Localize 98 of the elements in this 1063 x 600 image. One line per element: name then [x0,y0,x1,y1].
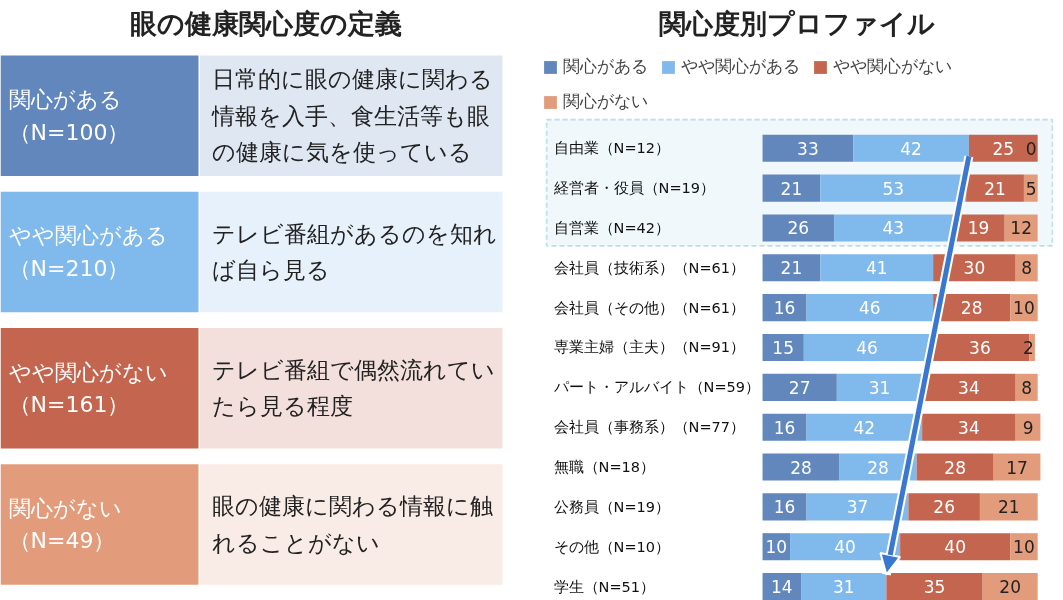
data-label: 28 [867,457,889,478]
data-label: 53 [882,178,905,199]
y-tick-label: 自由業（N=12） [553,140,671,157]
bar [886,573,983,600]
category-label: 関心がない（N=49） [8,495,122,554]
y-tick-label: 公務員（N=19） [553,498,671,515]
category-label: 関心がある（N=100） [8,87,130,145]
data-label: 31 [868,377,891,398]
bar [1004,214,1038,242]
data-label: 26 [933,497,955,518]
text: テレビ番組があるのを知れば自ら見る [211,220,497,284]
data-label: 21 [997,497,1020,518]
data-label: 16 [773,417,796,438]
data-label: 28 [960,298,983,319]
bar [966,174,1024,202]
data-label: 0 [1025,138,1037,159]
data-label: 40 [834,537,856,558]
data-label: 10 [1013,537,1035,558]
y-tick-label: パート・アルバイト（N=59） [552,379,761,396]
bar [820,174,967,202]
category-label: やや関心がある（N=210） [8,223,168,281]
data-label: 46 [859,298,881,319]
bar [806,294,934,322]
bar [762,214,835,242]
data-label: 8 [1021,377,1033,398]
data-label: 16 [773,298,796,319]
y-tick-label: 自営業（N=42） [553,219,671,236]
legend-label: やや関心がない [833,55,952,78]
y-tick-label: 会社員（その他）（N=61） [553,299,746,316]
data-label: 33 [797,138,819,159]
data-label: 21 [984,178,1006,199]
data-label: 17 [1006,457,1028,478]
data-label: 34 [958,377,980,398]
data-label: 40 [944,537,966,558]
data-label: 19 [967,218,990,239]
bar [836,373,923,401]
data-label: 26 [787,218,810,239]
text: テレビ番組で偶然流れていたら見る程度 [211,357,495,420]
data-label: 42 [900,138,922,159]
data-label: 9 [1022,417,1034,438]
data-label: 46 [856,338,878,358]
legend-label: 関心がある [563,55,648,78]
bar [762,373,837,401]
legend-label: 関心がない [563,90,648,113]
legend-label: やや関心がある [681,55,800,78]
data-label: 12 [1010,218,1032,239]
data-label: 42 [853,417,876,438]
bar [762,174,821,202]
data-label: 37 [846,497,869,518]
data-label: 5 [1025,178,1037,199]
data-label: 34 [958,417,980,438]
bar [982,573,1038,600]
bar [803,333,931,362]
bar [922,413,1016,441]
data-label: 20 [999,577,1021,598]
data-label: 28 [944,457,966,478]
y-tick-label: その他（N=10） [553,538,671,555]
text: 眼の健康に関わる情報に触れることがない [211,493,493,556]
text: 眼の健康関心度の定義 [129,7,402,39]
data-label: 21 [780,178,803,199]
y-tick-label: 会社員（事務系）（N=77） [553,419,746,436]
data-label: 30 [963,258,986,279]
bar [820,254,934,282]
data-label: 43 [882,218,905,239]
bar [908,493,980,521]
data-label: 2 [1022,338,1034,358]
bar [993,453,1041,481]
bar [916,453,994,481]
bar [762,134,854,162]
data-label: 14 [770,577,793,598]
data-label: 41 [865,258,888,279]
y-tick-label: 経営者・役員（N=19） [552,180,716,197]
text: 日常的に眼の健康に関わる情報を入手、食生活等も眼の健康に気を使っている [210,66,493,166]
data-label: 15 [772,338,794,358]
y-tick-label: 会社員（技術系）（N=61） [553,259,746,276]
bar [853,134,969,162]
data-label: 35 [923,577,946,598]
y-tick-label: 無職（N=18） [553,459,656,476]
data-label: 25 [992,138,1015,159]
data-label: 8 [1021,258,1033,279]
data-label: 36 [969,338,991,358]
data-label: 21 [780,258,803,279]
category-label: やや関心がない（N=161） [8,359,168,418]
data-label: 10 [1013,298,1035,319]
data-label: 16 [773,497,796,518]
data-label: 10 [765,537,788,558]
y-tick-label: 専業主婦（主夫）（N=91） [553,339,746,356]
bar [900,533,1011,561]
bar [762,453,840,481]
bar [762,254,821,282]
data-label: 31 [832,577,855,598]
chart-title: 関心度別プロファイル [659,7,935,39]
bar [979,493,1038,521]
y-tick-label: 学生（N=51） [553,578,656,595]
data-label: 28 [790,457,812,478]
bar [801,573,887,600]
data-label: 27 [788,377,811,398]
bar [834,214,953,242]
